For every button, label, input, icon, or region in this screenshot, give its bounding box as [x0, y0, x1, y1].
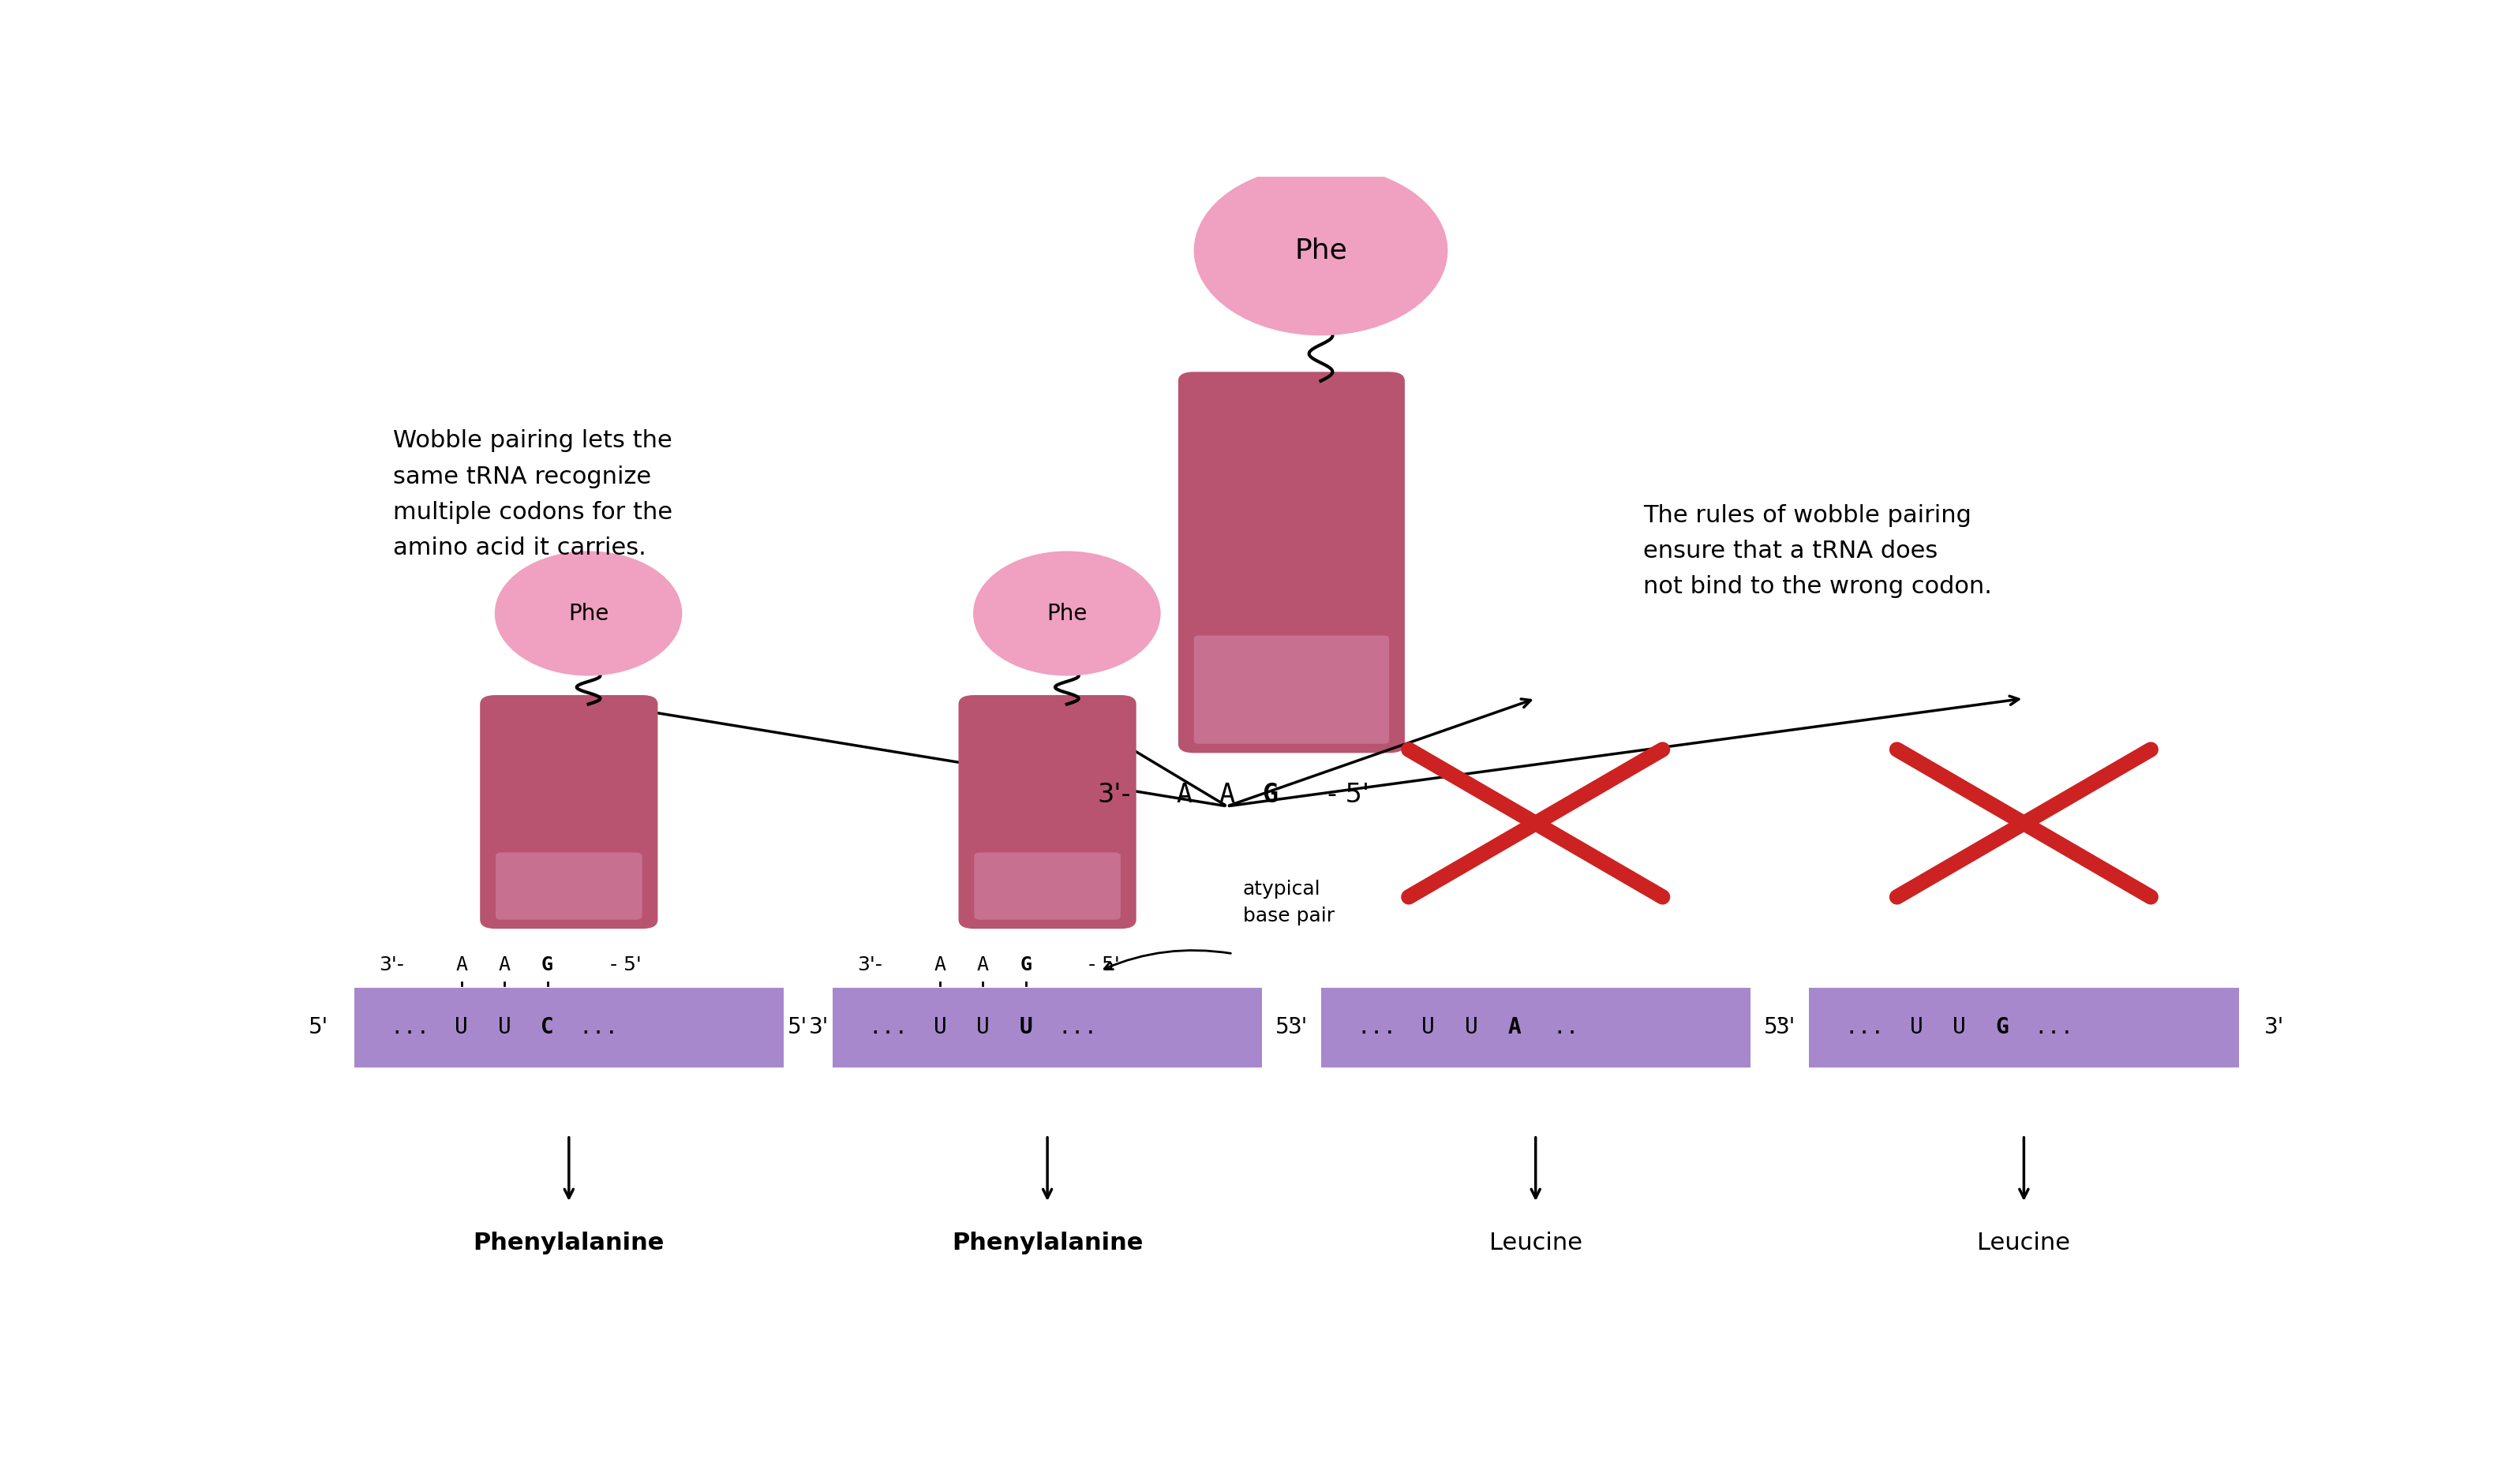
Text: ..: .. — [1552, 1016, 1580, 1038]
Text: G: G — [542, 956, 554, 975]
Text: 5': 5' — [786, 1016, 806, 1038]
Text: A: A — [1220, 782, 1235, 807]
Text: ...: ... — [1356, 1016, 1396, 1038]
Text: U: U — [975, 1016, 990, 1038]
Text: ...: ... — [869, 1016, 907, 1038]
Text: A: A — [978, 956, 988, 975]
FancyBboxPatch shape — [496, 853, 643, 919]
Text: Phenylalanine: Phenylalanine — [474, 1231, 665, 1255]
Text: ...: ... — [1058, 1016, 1096, 1038]
Text: The rules of wobble pairing
ensure that a tRNA does
not bind to the wrong codon.: The rules of wobble pairing ensure that … — [1643, 504, 1991, 598]
Text: A: A — [1177, 782, 1192, 807]
FancyBboxPatch shape — [1194, 635, 1389, 744]
Bar — [832, 988, 1263, 1066]
Text: 3'-: 3'- — [1096, 782, 1131, 807]
Ellipse shape — [973, 551, 1162, 676]
Text: 3': 3' — [809, 1016, 829, 1038]
Text: ...: ... — [2034, 1016, 2074, 1038]
Text: U: U — [932, 1016, 948, 1038]
Text: C: C — [542, 1016, 554, 1038]
Text: ...: ... — [391, 1016, 431, 1038]
Text: U: U — [1421, 1016, 1434, 1038]
Text: G: G — [1996, 1016, 2008, 1038]
Text: 3': 3' — [2263, 1016, 2283, 1038]
Text: 3'-: 3'- — [378, 956, 403, 975]
Ellipse shape — [1194, 165, 1449, 336]
Text: Phenylalanine: Phenylalanine — [953, 1231, 1144, 1255]
Text: U: U — [1953, 1016, 1966, 1038]
FancyBboxPatch shape — [958, 695, 1137, 929]
Text: Leucine: Leucine — [1489, 1231, 1583, 1255]
Bar — [1809, 988, 2238, 1066]
Text: 3': 3' — [1288, 1016, 1308, 1038]
FancyBboxPatch shape — [1179, 371, 1404, 753]
Text: ...: ... — [580, 1016, 620, 1038]
Text: Leucine: Leucine — [1978, 1231, 2071, 1255]
Ellipse shape — [494, 551, 683, 676]
Text: Phe: Phe — [567, 602, 610, 625]
Text: G: G — [1021, 956, 1031, 975]
Text: A: A — [499, 956, 512, 975]
Text: Wobble pairing lets the
same tRNA recognize
multiple codons for the
amino acid i: Wobble pairing lets the same tRNA recogn… — [393, 430, 673, 560]
Bar — [353, 988, 784, 1066]
Text: atypical
base pair: atypical base pair — [1242, 879, 1333, 925]
Text: 3'-: 3'- — [857, 956, 882, 975]
Bar — [1320, 988, 1751, 1066]
Text: A: A — [935, 956, 945, 975]
Text: 5': 5' — [310, 1016, 328, 1038]
Text: 3': 3' — [1777, 1016, 1797, 1038]
Text: U: U — [456, 1016, 469, 1038]
FancyBboxPatch shape — [975, 853, 1121, 919]
FancyBboxPatch shape — [479, 695, 658, 929]
Text: G: G — [1263, 782, 1278, 807]
Text: - 5': - 5' — [1328, 782, 1368, 807]
Text: U: U — [1464, 1016, 1477, 1038]
Text: U: U — [1910, 1016, 1923, 1038]
Text: Phe: Phe — [1295, 237, 1348, 264]
Text: 5': 5' — [1275, 1016, 1295, 1038]
Text: A: A — [456, 956, 466, 975]
Text: Phe: Phe — [1046, 602, 1086, 625]
Text: A: A — [1507, 1016, 1520, 1038]
Text: U: U — [499, 1016, 512, 1038]
Text: U: U — [1018, 1016, 1033, 1038]
Text: ...: ... — [1845, 1016, 1885, 1038]
Text: - 5': - 5' — [1089, 956, 1119, 975]
Text: 5': 5' — [1764, 1016, 1784, 1038]
Text: - 5': - 5' — [610, 956, 640, 975]
